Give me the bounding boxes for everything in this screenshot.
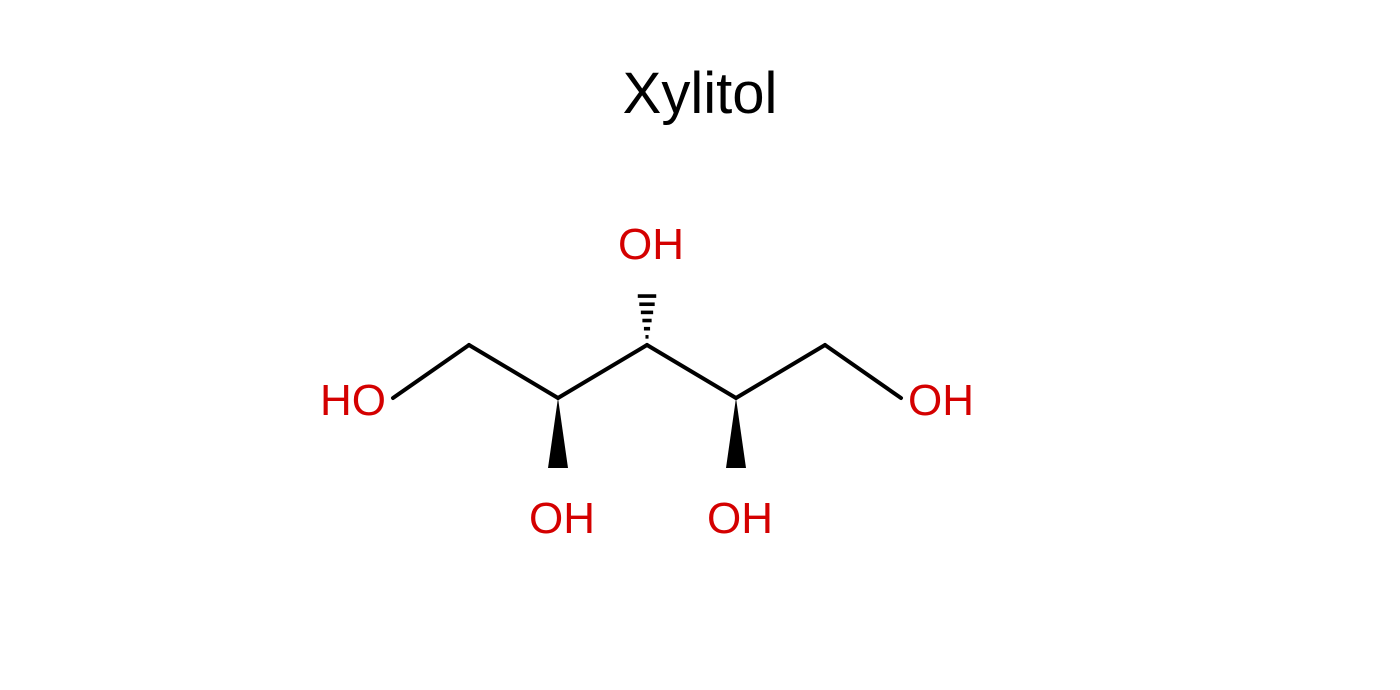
- structure-svg: [0, 0, 1400, 690]
- hydroxyl-label-oh2: OH: [529, 494, 595, 544]
- hydroxyl-label-oh3: OH: [618, 220, 684, 270]
- hydroxyl-label-oh4: OH: [707, 494, 773, 544]
- hydroxyl-label-oh1: HO: [320, 376, 386, 426]
- bond-layer: [393, 345, 901, 398]
- wedge-layer: [548, 296, 746, 468]
- hydroxyl-label-oh5: OH: [908, 376, 974, 426]
- diagram-canvas: Xylitol HO OH OH OH OH: [0, 0, 1400, 690]
